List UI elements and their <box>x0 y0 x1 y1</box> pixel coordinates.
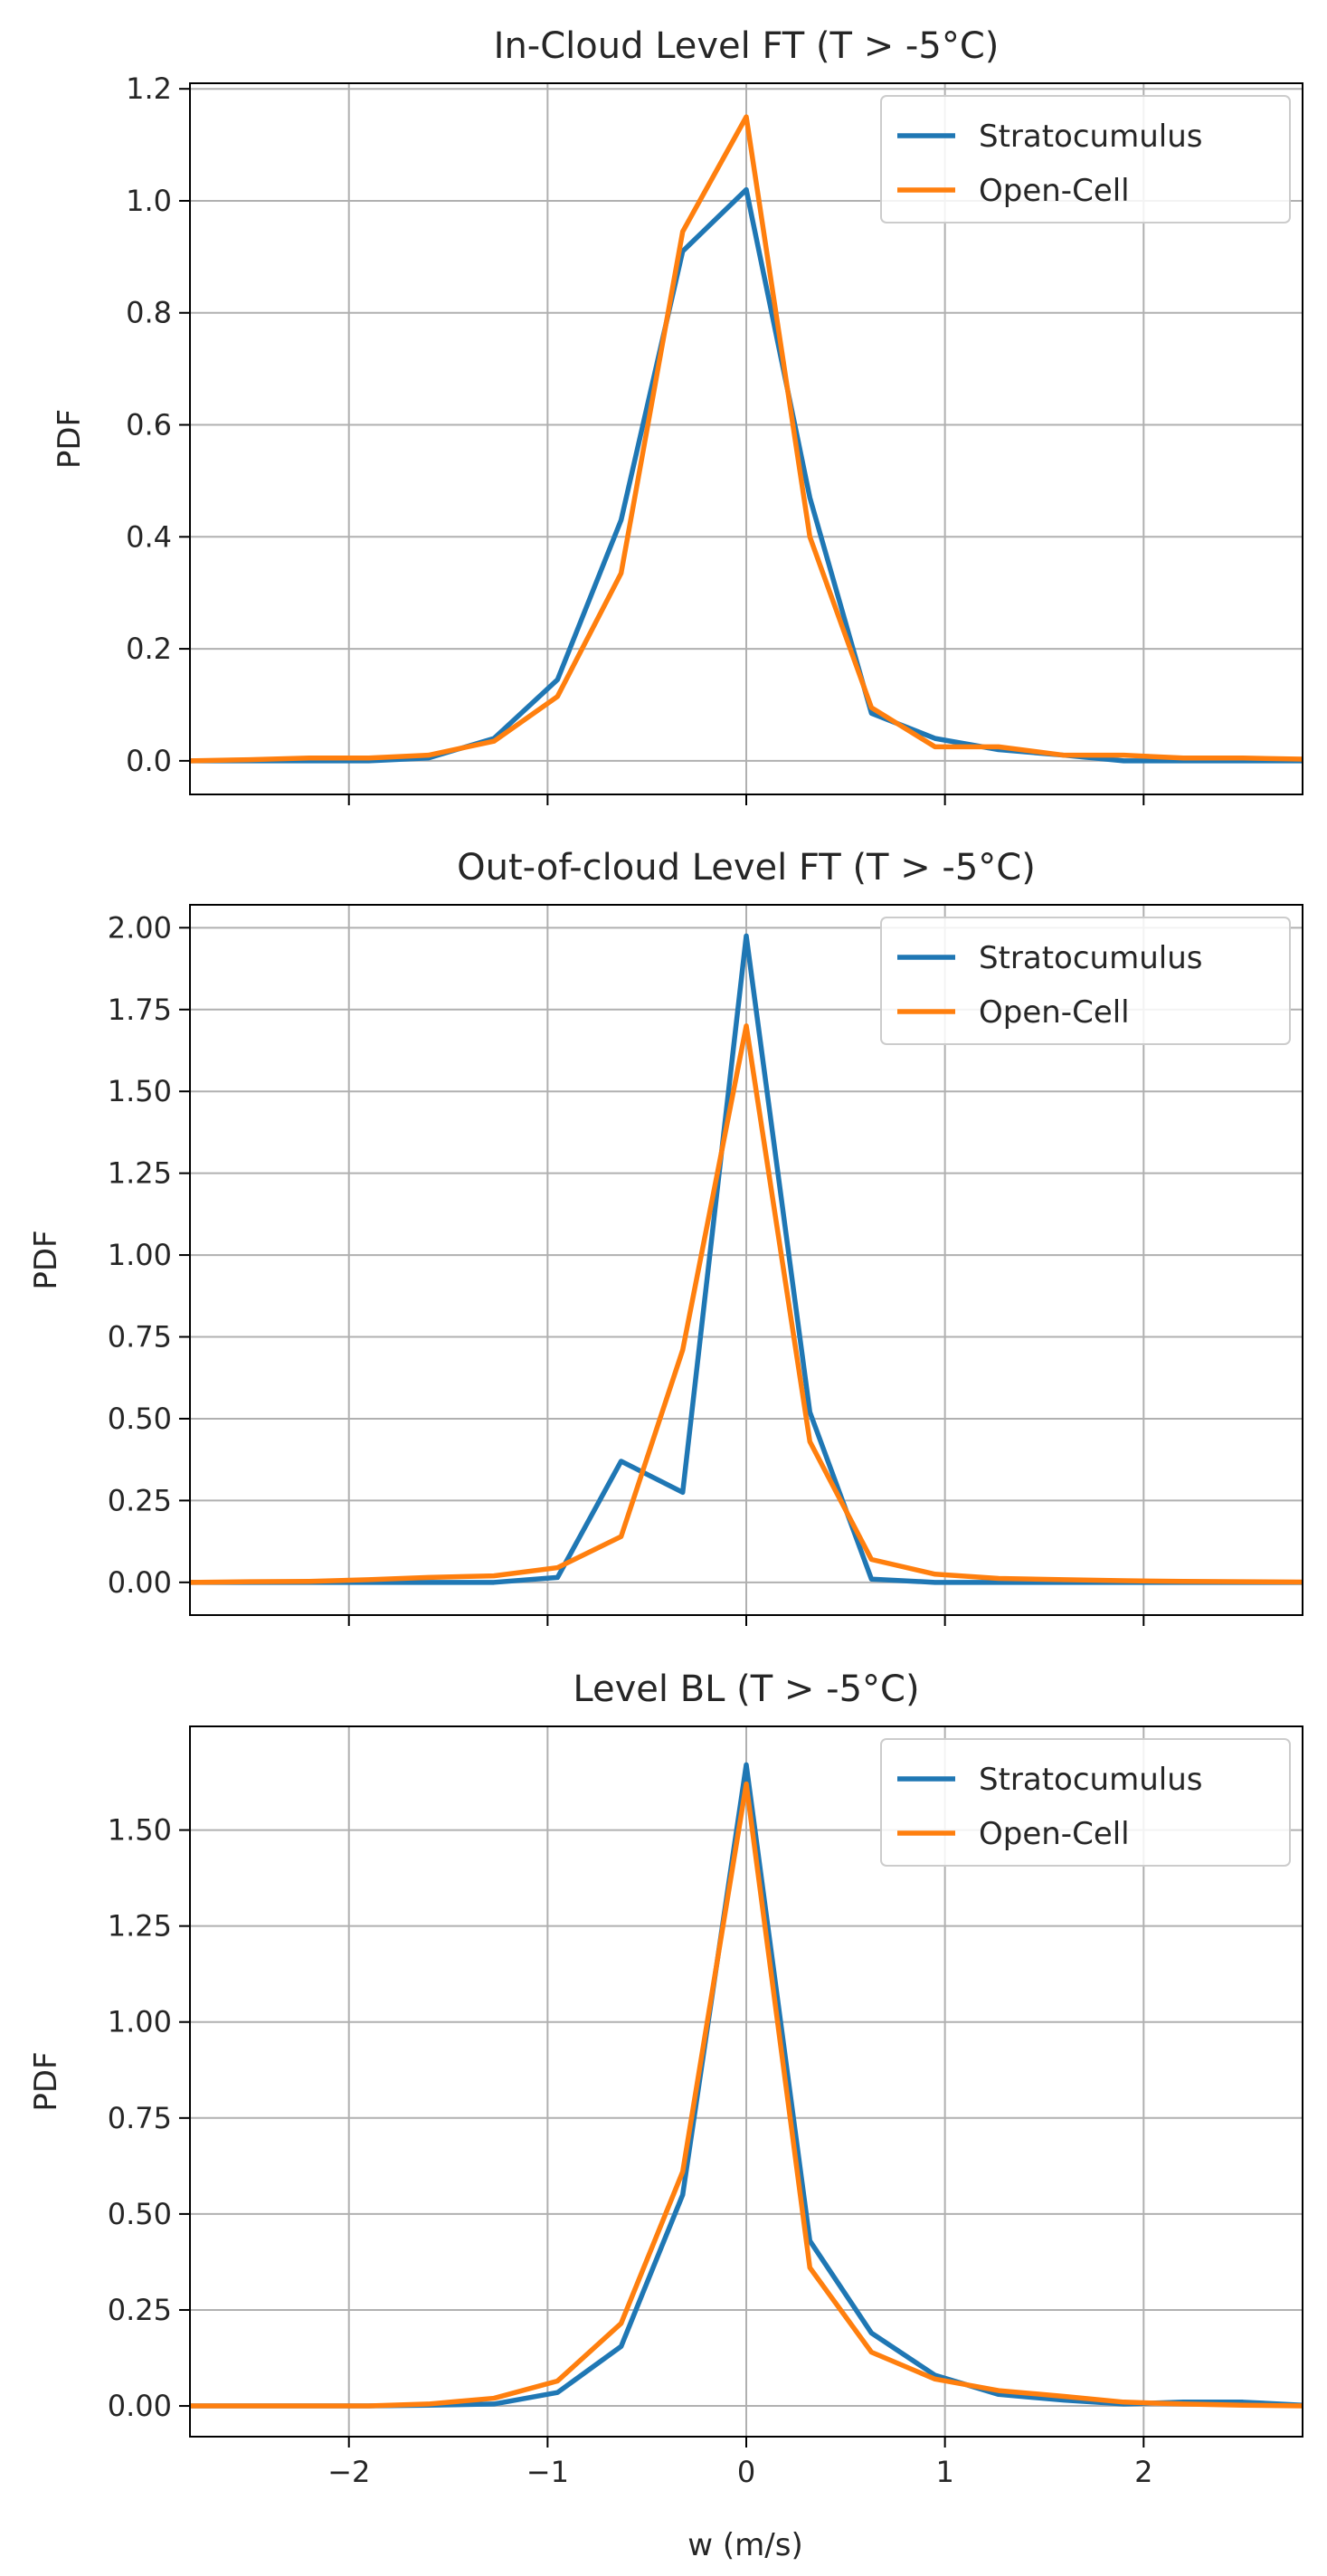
legend: Stratocumulus Open-Cell <box>880 95 1291 223</box>
legend-entry-label: Open-Cell <box>979 994 1130 1031</box>
chart-title: Level BL (T > -5°C) <box>573 1668 919 1710</box>
x-tick-label: −1 <box>526 2455 569 2489</box>
series-line-open-cell <box>190 1023 1303 1585</box>
legend: Stratocumulus Open-Cell <box>880 1738 1291 1867</box>
x-axis-label: w (m/s) <box>687 2527 802 2563</box>
x-tick-label: −2 <box>327 2455 370 2489</box>
y-axis-label: PDF <box>28 2051 64 2111</box>
legend-box <box>880 95 1291 223</box>
legend-entry-label: Stratocumulus <box>979 119 1202 155</box>
x-tick-label: 1 <box>935 2455 953 2489</box>
y-tick-label: 0.00 <box>108 1565 172 1600</box>
y-tick-label: 1.50 <box>108 1813 172 1848</box>
y-tick-label: 0.75 <box>108 2101 172 2135</box>
y-tick-label: 0.0 <box>126 744 172 778</box>
y-tick-label: 1.00 <box>108 1238 172 1272</box>
y-axis-label: PDF <box>52 409 88 469</box>
y-tick-label: 0.25 <box>108 1483 172 1517</box>
y-tick-label: 0.4 <box>126 519 172 554</box>
y-tick-label: 1.75 <box>108 993 172 1027</box>
chart-title: Out-of-cloud Level FT (T > -5°C) <box>457 847 1036 889</box>
chart-panel-3: −2 −1 0 1 2 0.00 0.25 0.50 0.75 1.00 1.25 1.50 PDF Le… <box>28 1668 1303 2489</box>
legend-entry-label: Stratocumulus <box>979 1762 1202 1798</box>
legend-box <box>880 917 1291 1045</box>
y-tick-label: 0.6 <box>126 408 172 442</box>
y-tick-label: 1.25 <box>108 1156 172 1191</box>
y-tick-label: 0.00 <box>108 2389 172 2423</box>
y-tick-label: 1.00 <box>108 2005 172 2039</box>
y-tick-label: 0.25 <box>108 2293 172 2327</box>
x-tick-label: 0 <box>737 2455 755 2489</box>
y-tick-label: 0.2 <box>126 632 172 666</box>
y-tick-label: 0.50 <box>108 1402 172 1436</box>
y-tick-label: 1.0 <box>126 184 172 218</box>
series-line-stratocumulus <box>190 186 1303 764</box>
chart-panel-1: 0.0 0.2 0.4 0.6 0.8 1.0 1.2 PDF In-Cloud Level F… <box>52 25 1303 805</box>
chart-title: In-Cloud Level FT (T > -5°C) <box>494 25 1000 67</box>
legend-entry-label: Stratocumulus <box>979 940 1202 976</box>
legend: Stratocumulus Open-Cell <box>880 917 1291 1045</box>
y-tick-label: 1.25 <box>108 1909 172 1944</box>
x-tick-label: 2 <box>1134 2455 1152 2489</box>
y-tick-label: 0.50 <box>108 2197 172 2231</box>
y-tick-label: 2.00 <box>108 910 172 945</box>
y-tick-label: 0.75 <box>108 1320 172 1355</box>
chart-panel-2: 0.00 0.25 0.50 0.75 1.00 1.25 1.50 1.75 2.00 PDF O… <box>28 847 1303 1626</box>
y-tick-label: 1.50 <box>108 1074 172 1108</box>
legend-entry-label: Open-Cell <box>979 1816 1130 1852</box>
y-tick-label: 0.8 <box>126 296 172 330</box>
series-line-open-cell <box>190 114 1303 764</box>
y-axis-label: PDF <box>28 1230 64 1289</box>
y-tick-label: 1.2 <box>126 71 172 106</box>
legend-box <box>880 1738 1291 1867</box>
legend-entry-label: Open-Cell <box>979 173 1130 209</box>
series-line-open-cell <box>190 1781 1303 2409</box>
